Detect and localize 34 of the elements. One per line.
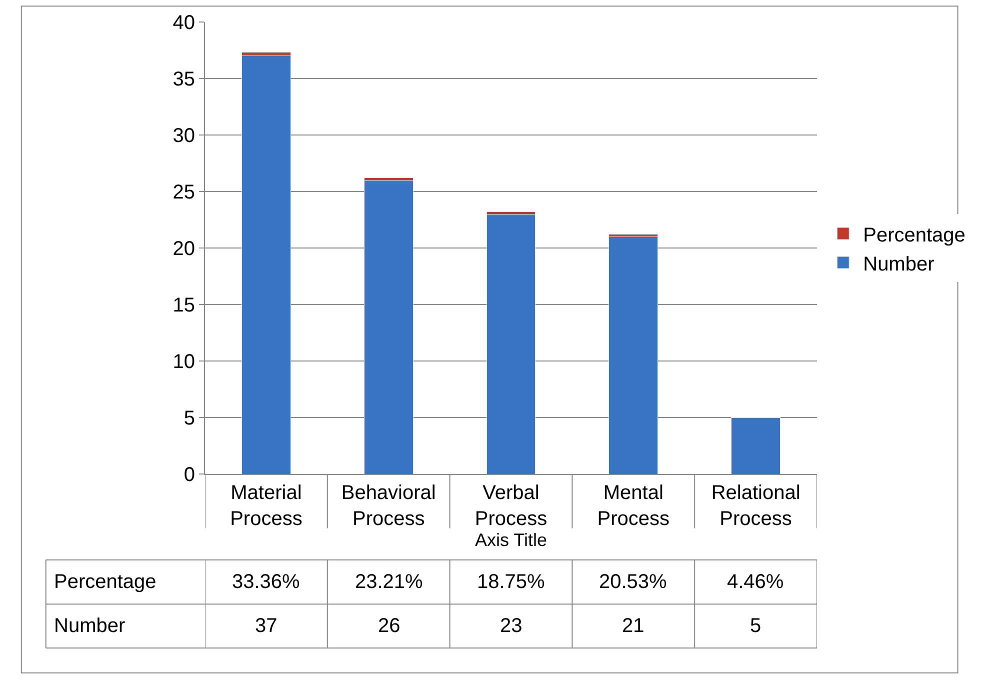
legend-label: Percentage	[863, 224, 966, 246]
bar	[731, 417, 781, 474]
x-tick-label: Mental Process	[597, 482, 670, 530]
bar	[364, 180, 414, 474]
x-tick-label: Relational Process	[711, 482, 800, 530]
y-tick-label: 5	[184, 408, 195, 430]
y-tick-label: 20	[172, 238, 195, 260]
data-label: 5	[750, 615, 762, 637]
data-label: 20.53%	[599, 571, 668, 593]
y-tick-label: 25	[172, 182, 195, 204]
y-tick-label: 35	[172, 68, 195, 90]
y-tick-label: 10	[172, 351, 195, 373]
y-tick-label: 30	[172, 125, 195, 147]
data-label: 37	[255, 615, 278, 637]
bar	[241, 56, 291, 474]
x-tick-label: Material Process	[230, 482, 302, 530]
x-axis-title: Axis Title	[474, 530, 548, 550]
data-label: 23	[500, 615, 522, 637]
text: Percentage	[54, 571, 156, 593]
data-label: 18.75%	[477, 571, 546, 593]
text: Number	[54, 615, 126, 637]
x-tick-label: Behavioral Process	[341, 482, 436, 530]
y-tick-label: 15	[172, 294, 195, 316]
y-tick-label: 0	[184, 464, 195, 486]
y-tick-label: 40	[172, 12, 195, 34]
bar	[486, 214, 536, 474]
data-label: 23.21%	[355, 571, 424, 593]
legend-label: Number	[863, 253, 935, 276]
data-label: 33.36%	[232, 571, 300, 593]
x-tick-label: Verbal Process	[474, 482, 548, 530]
data-label: 21	[622, 615, 644, 637]
bar	[608, 236, 658, 474]
data-label: 26	[378, 615, 400, 637]
data-label: 4.46%	[727, 571, 784, 593]
